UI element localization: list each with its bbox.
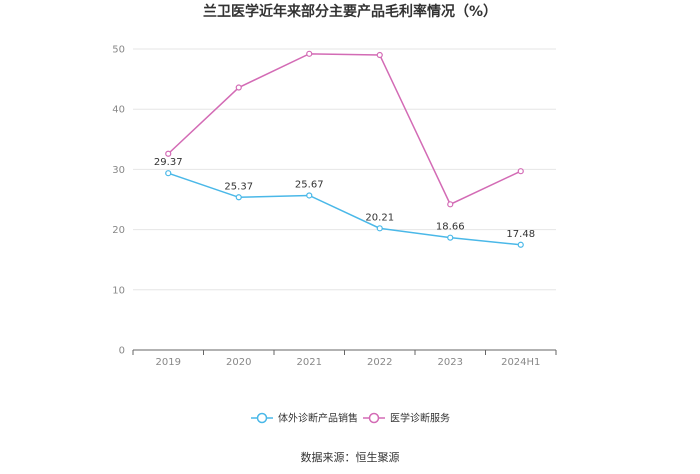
data-point — [376, 51, 383, 59]
data-label: 25.37 — [224, 181, 253, 192]
data-label: 29.37 — [154, 157, 183, 168]
data-labels: 29.37 25.37 25.67 20.21 18.66 17.48 — [154, 157, 535, 240]
x-tick-label: 2024H1 — [501, 357, 540, 368]
data-label: 20.21 — [365, 212, 394, 223]
series-lines — [165, 50, 524, 248]
x-tick-label: 2019 — [156, 357, 181, 368]
data-point — [306, 50, 313, 57]
y-tick-label: 40 — [112, 105, 125, 116]
data-label: 17.48 — [506, 229, 535, 240]
data-point — [517, 168, 524, 175]
series-line-2 — [167, 53, 522, 206]
chart-title: 兰卫医学近年来部分主要产品毛利率情况（%） — [203, 3, 497, 20]
data-point — [447, 201, 454, 208]
x-tick-label: 2020 — [226, 357, 251, 368]
legend-label-2: 医学诊断服务 — [390, 412, 450, 425]
x-tick-label: 2023 — [438, 357, 463, 368]
x-axis — [132, 349, 557, 355]
series-line-1 — [168, 172, 521, 246]
data-point — [165, 150, 172, 157]
legend-marker-1 — [256, 412, 268, 424]
x-tick-label: 2022 — [367, 357, 392, 368]
y-tick-label: 20 — [112, 225, 125, 236]
grid-lines — [133, 48, 556, 291]
x-axis-ticks: 2019 2020 2021 2022 2023 2024H1 — [156, 357, 541, 368]
data-point — [517, 241, 524, 248]
y-tick-label: 0 — [119, 346, 125, 357]
data-point — [235, 84, 242, 91]
data-point — [235, 194, 242, 201]
data-point — [376, 225, 383, 232]
y-tick-label: 30 — [112, 165, 125, 176]
data-label: 18.66 — [436, 222, 465, 233]
legend: 体外诊断产品销售 医学诊断服务 — [251, 412, 450, 425]
legend-label-1: 体外诊断产品销售 — [278, 412, 358, 425]
data-label: 25.67 — [295, 179, 324, 190]
data-point — [306, 192, 313, 199]
y-tick-label: 10 — [112, 285, 125, 296]
source-note: 数据来源：恒生聚源 — [301, 450, 400, 464]
data-point — [447, 234, 454, 241]
y-tick-label: 50 — [112, 45, 125, 56]
legend-marker-2 — [368, 412, 380, 424]
y-axis-ticks: 0 10 20 30 40 50 — [112, 45, 125, 357]
data-point — [165, 170, 172, 177]
x-tick-label: 2021 — [297, 357, 322, 368]
